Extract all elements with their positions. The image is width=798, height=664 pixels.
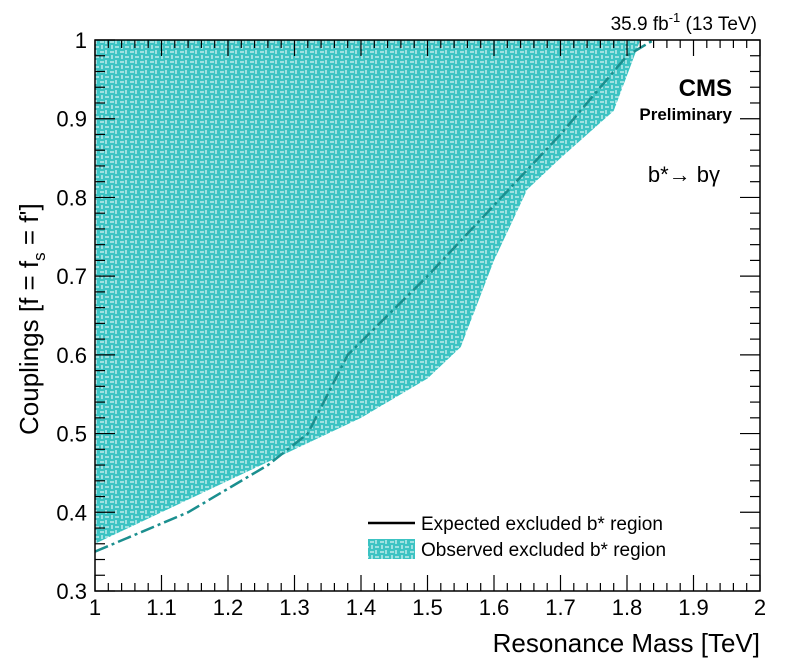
x-tick-label: 1.3: [279, 595, 310, 620]
x-axis-title: Resonance Mass [TeV]: [493, 628, 760, 658]
y-tick-label: 0.8: [56, 185, 87, 210]
y-tick-label: 0.9: [56, 107, 87, 132]
legend-observed-swatch: [368, 539, 415, 559]
expected-excluded-line: [95, 40, 655, 553]
y-tick-label: 0.6: [56, 343, 87, 368]
luminosity-label: 35.9 fb-1 (13 TeV): [611, 10, 757, 35]
axis-ticks: [94, 39, 761, 592]
process-label: b*→ bγ: [648, 162, 720, 187]
x-tick-label: 1.5: [412, 595, 443, 620]
x-tick-label: 1.7: [545, 595, 576, 620]
x-tick-label: 1.9: [678, 595, 709, 620]
preliminary-label: Preliminary: [639, 105, 732, 124]
y-tick-label: 0.5: [56, 422, 87, 447]
x-tick-label: 1.8: [612, 595, 643, 620]
x-tick-label: 1.6: [479, 595, 510, 620]
y-tick-label: 1: [75, 28, 87, 53]
legend-expected-label: Expected excluded b* region: [421, 514, 663, 535]
x-tick-label: 1.2: [213, 595, 244, 620]
y-tick-labels: 0.3 0.4 0.5 0.6 0.7 0.8 0.9 1: [56, 28, 87, 604]
y-tick-label: 0.4: [56, 500, 87, 525]
x-tick-label: 1.1: [146, 595, 177, 620]
x-tick-label: 1: [89, 595, 101, 620]
x-tick-label: 2: [754, 595, 766, 620]
x-tick-labels: 1 1.1 1.2 1.3 1.4 1.5 1.6 1.7 1.8 1.9 2: [89, 595, 766, 620]
legend: Expected excluded b* region Observed exc…: [368, 514, 666, 561]
y-tick-label: 0.7: [56, 264, 87, 289]
observed-excluded-region: [95, 40, 641, 544]
y-axis-title: Couplings [f = fs = f']: [14, 203, 49, 435]
cms-label: CMS: [679, 75, 732, 102]
legend-observed-label: Observed excluded b* region: [421, 540, 666, 561]
x-tick-label: 1.4: [346, 595, 377, 620]
y-tick-label: 0.3: [56, 579, 87, 604]
